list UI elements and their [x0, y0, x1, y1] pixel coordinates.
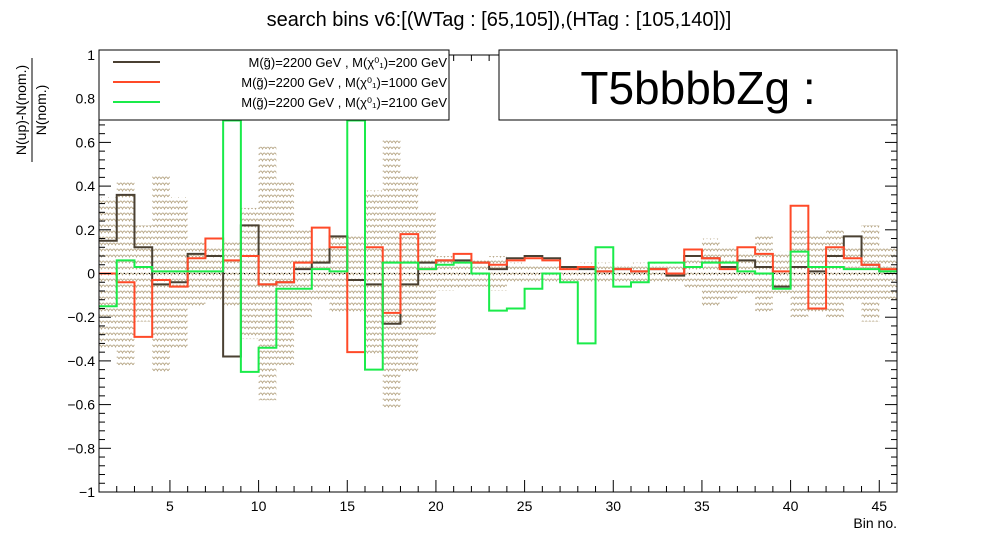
y-tick-label: 0.4: [76, 178, 96, 194]
y-tick-label: 0.6: [76, 134, 96, 150]
band-bin: [808, 234, 827, 313]
series-group: [99, 119, 897, 373]
band-bin: [134, 225, 153, 322]
band-bin: [772, 251, 791, 296]
band-bin: [524, 264, 543, 283]
band-bin: [152, 175, 170, 372]
x-tick-label: 30: [605, 498, 621, 514]
band-bin: [347, 234, 365, 313]
legend-label: M(g̃)=2200 GeV , M(χ⁰₁)=1000 GeV: [241, 75, 447, 90]
band-bin: [506, 262, 525, 285]
band-bin: [276, 181, 295, 366]
band-bin: [861, 225, 880, 322]
series-2: [99, 204, 897, 354]
y-tick-label: −0.6: [67, 397, 95, 413]
band-bin: [223, 240, 241, 307]
band-bin: [294, 229, 312, 318]
band-bin: [187, 240, 206, 307]
series-2-line: [99, 204, 897, 354]
band-bin: [453, 258, 472, 289]
series-3: [99, 119, 897, 373]
band-bin: [843, 247, 862, 300]
band-bin: [684, 258, 702, 289]
legend: M(g̃)=2200 GeV , M(χ⁰₁)=200 GeV M(g̃)=220…: [98, 49, 450, 121]
series-1-line: [99, 193, 897, 358]
x-tick-label: 40: [783, 498, 799, 514]
x-tick-label: 10: [251, 498, 267, 514]
band-bin: [648, 262, 667, 285]
model-tag-text: T5bbbbZg :: [580, 62, 815, 114]
legend-label: M(g̃)=2200 GeV , M(χ⁰₁)=2100 GeV: [241, 95, 447, 110]
band-bin: [418, 212, 436, 335]
chart-title: search bins v6:[(WTag : [65,105]),(HTag …: [267, 9, 732, 31]
band-bin: [116, 181, 135, 366]
y-tick-label: −1: [79, 484, 95, 500]
band-bin: [701, 238, 720, 309]
x-tick-label: 15: [339, 498, 355, 514]
y-tick-label: −0.2: [67, 309, 95, 325]
y-tick-label: 1: [87, 47, 95, 63]
model-tag-box: [498, 49, 898, 121]
y-axis-label-denominator: N(nom.): [33, 85, 49, 136]
x-tick-label: 25: [517, 498, 533, 514]
band-bin: [311, 247, 330, 300]
model-tag: T5bbbbZg :: [498, 49, 898, 121]
x-tick-label: 35: [694, 498, 710, 514]
y-tick-label: 0: [87, 266, 95, 282]
band-bin: [365, 190, 383, 357]
band-bin: [737, 251, 756, 296]
x-tick-label: 20: [428, 498, 444, 514]
y-axis-label-numerator: N(up)-N(nom.): [13, 65, 29, 155]
band-bin: [382, 138, 401, 409]
series-3-line: [99, 119, 897, 373]
uncertainty-band: [99, 138, 897, 409]
band-bin: [169, 197, 188, 350]
legend-label: M(g̃)=2200 GeV , M(χ⁰₁)=200 GeV: [248, 55, 447, 70]
band-bin: [577, 262, 596, 285]
band-bin: [258, 146, 277, 401]
y-tick-label: −0.8: [67, 440, 95, 456]
band-bin: [329, 234, 348, 313]
x-tick-label: 5: [166, 498, 174, 514]
y-tick-label: −0.4: [67, 353, 95, 369]
series-1: [99, 193, 897, 358]
y-tick-label: 0.8: [76, 91, 96, 107]
x-tick-label: 45: [871, 498, 887, 514]
x-axis-label: Bin no.: [853, 515, 897, 531]
y-axis-label: N(up)-N(nom.) N(nom.): [13, 58, 49, 162]
y-tick-label: 0.2: [76, 222, 96, 238]
band-bin: [719, 247, 738, 300]
band-bin: [613, 264, 631, 283]
